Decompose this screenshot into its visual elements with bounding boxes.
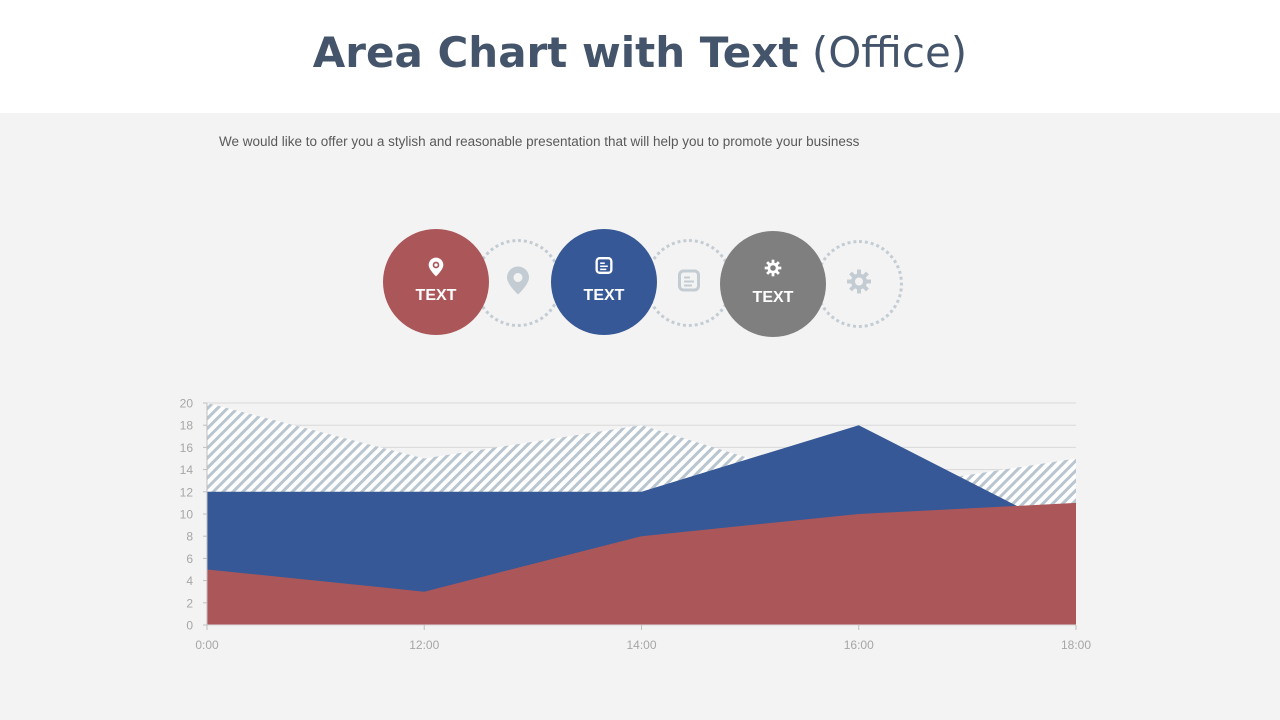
document-icon xyxy=(678,269,700,297)
step-3-label: TEXT xyxy=(752,289,794,306)
y-tick-label: 12 xyxy=(180,485,194,499)
y-tick-label: 2 xyxy=(186,596,193,610)
area-series-3 xyxy=(207,502,1076,625)
x-tick-label: 16:00 xyxy=(844,638,874,652)
step-2[interactable]: TEXT xyxy=(551,229,657,335)
document-icon xyxy=(595,257,613,279)
x-tick-label: 14:00 xyxy=(626,638,656,652)
y-tick-label: 4 xyxy=(186,574,193,588)
x-tick-label: 0:00 xyxy=(195,638,219,652)
map-pin-icon xyxy=(506,266,530,301)
y-tick-label: 8 xyxy=(186,530,193,544)
step-1[interactable]: TEXT xyxy=(383,229,489,335)
y-tick-label: 18 xyxy=(180,419,194,433)
step-2-label: TEXT xyxy=(583,287,625,304)
page-title: Area Chart with Text (Office) xyxy=(312,28,968,77)
header: Area Chart with Text (Office) xyxy=(0,0,1280,113)
map-pin-icon xyxy=(428,257,444,282)
gear-icon xyxy=(846,269,872,300)
y-tick-label: 6 xyxy=(186,552,193,566)
step-1-label: TEXT xyxy=(415,287,457,304)
subtitle: We would like to offer you a stylish and… xyxy=(219,134,860,149)
x-tick-label: 18:00 xyxy=(1061,638,1091,652)
step-3[interactable]: TEXT xyxy=(720,231,826,337)
x-tick-label: 12:00 xyxy=(409,638,439,652)
gear-icon xyxy=(764,259,782,282)
y-tick-label: 14 xyxy=(180,463,194,477)
y-tick-label: 16 xyxy=(180,441,194,455)
y-tick-label: 0 xyxy=(186,619,193,633)
y-tick-label: 10 xyxy=(180,508,194,522)
y-tick-label: 20 xyxy=(180,397,194,411)
